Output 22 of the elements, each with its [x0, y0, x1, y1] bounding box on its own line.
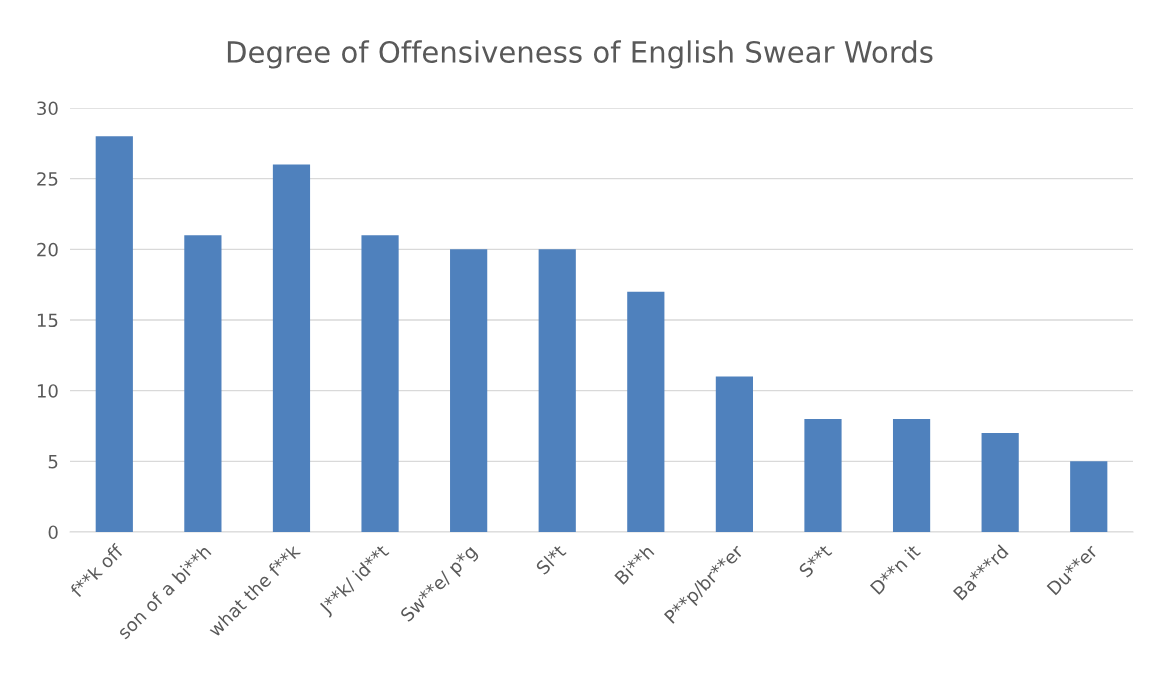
- y-tick-label: 20: [37, 242, 58, 257]
- y-tick-label: 10: [37, 384, 58, 398]
- bar: [184, 235, 222, 532]
- bar: [804, 418, 842, 532]
- y-tick-label: 30: [37, 101, 58, 116]
- bar: [95, 136, 133, 532]
- x-tick-label: f**k off: [69, 542, 125, 599]
- chart-title: Degree of Offensiveness of English Swear Words: [227, 40, 933, 69]
- x-tick-label: Sl*t: [535, 543, 567, 576]
- bar: [715, 376, 753, 532]
- bar: [1070, 461, 1108, 532]
- y-tick-label: 25: [37, 172, 58, 186]
- y-tick-label: 0: [48, 525, 58, 540]
- bar: [981, 433, 1019, 532]
- y-tick-label: 15: [37, 313, 58, 328]
- y-tick-label: 5: [48, 455, 58, 469]
- bar: [450, 249, 488, 532]
- bar: [627, 291, 665, 532]
- bar: [272, 164, 311, 532]
- bar: [892, 418, 931, 532]
- bar: [538, 249, 576, 532]
- bar: [361, 235, 399, 532]
